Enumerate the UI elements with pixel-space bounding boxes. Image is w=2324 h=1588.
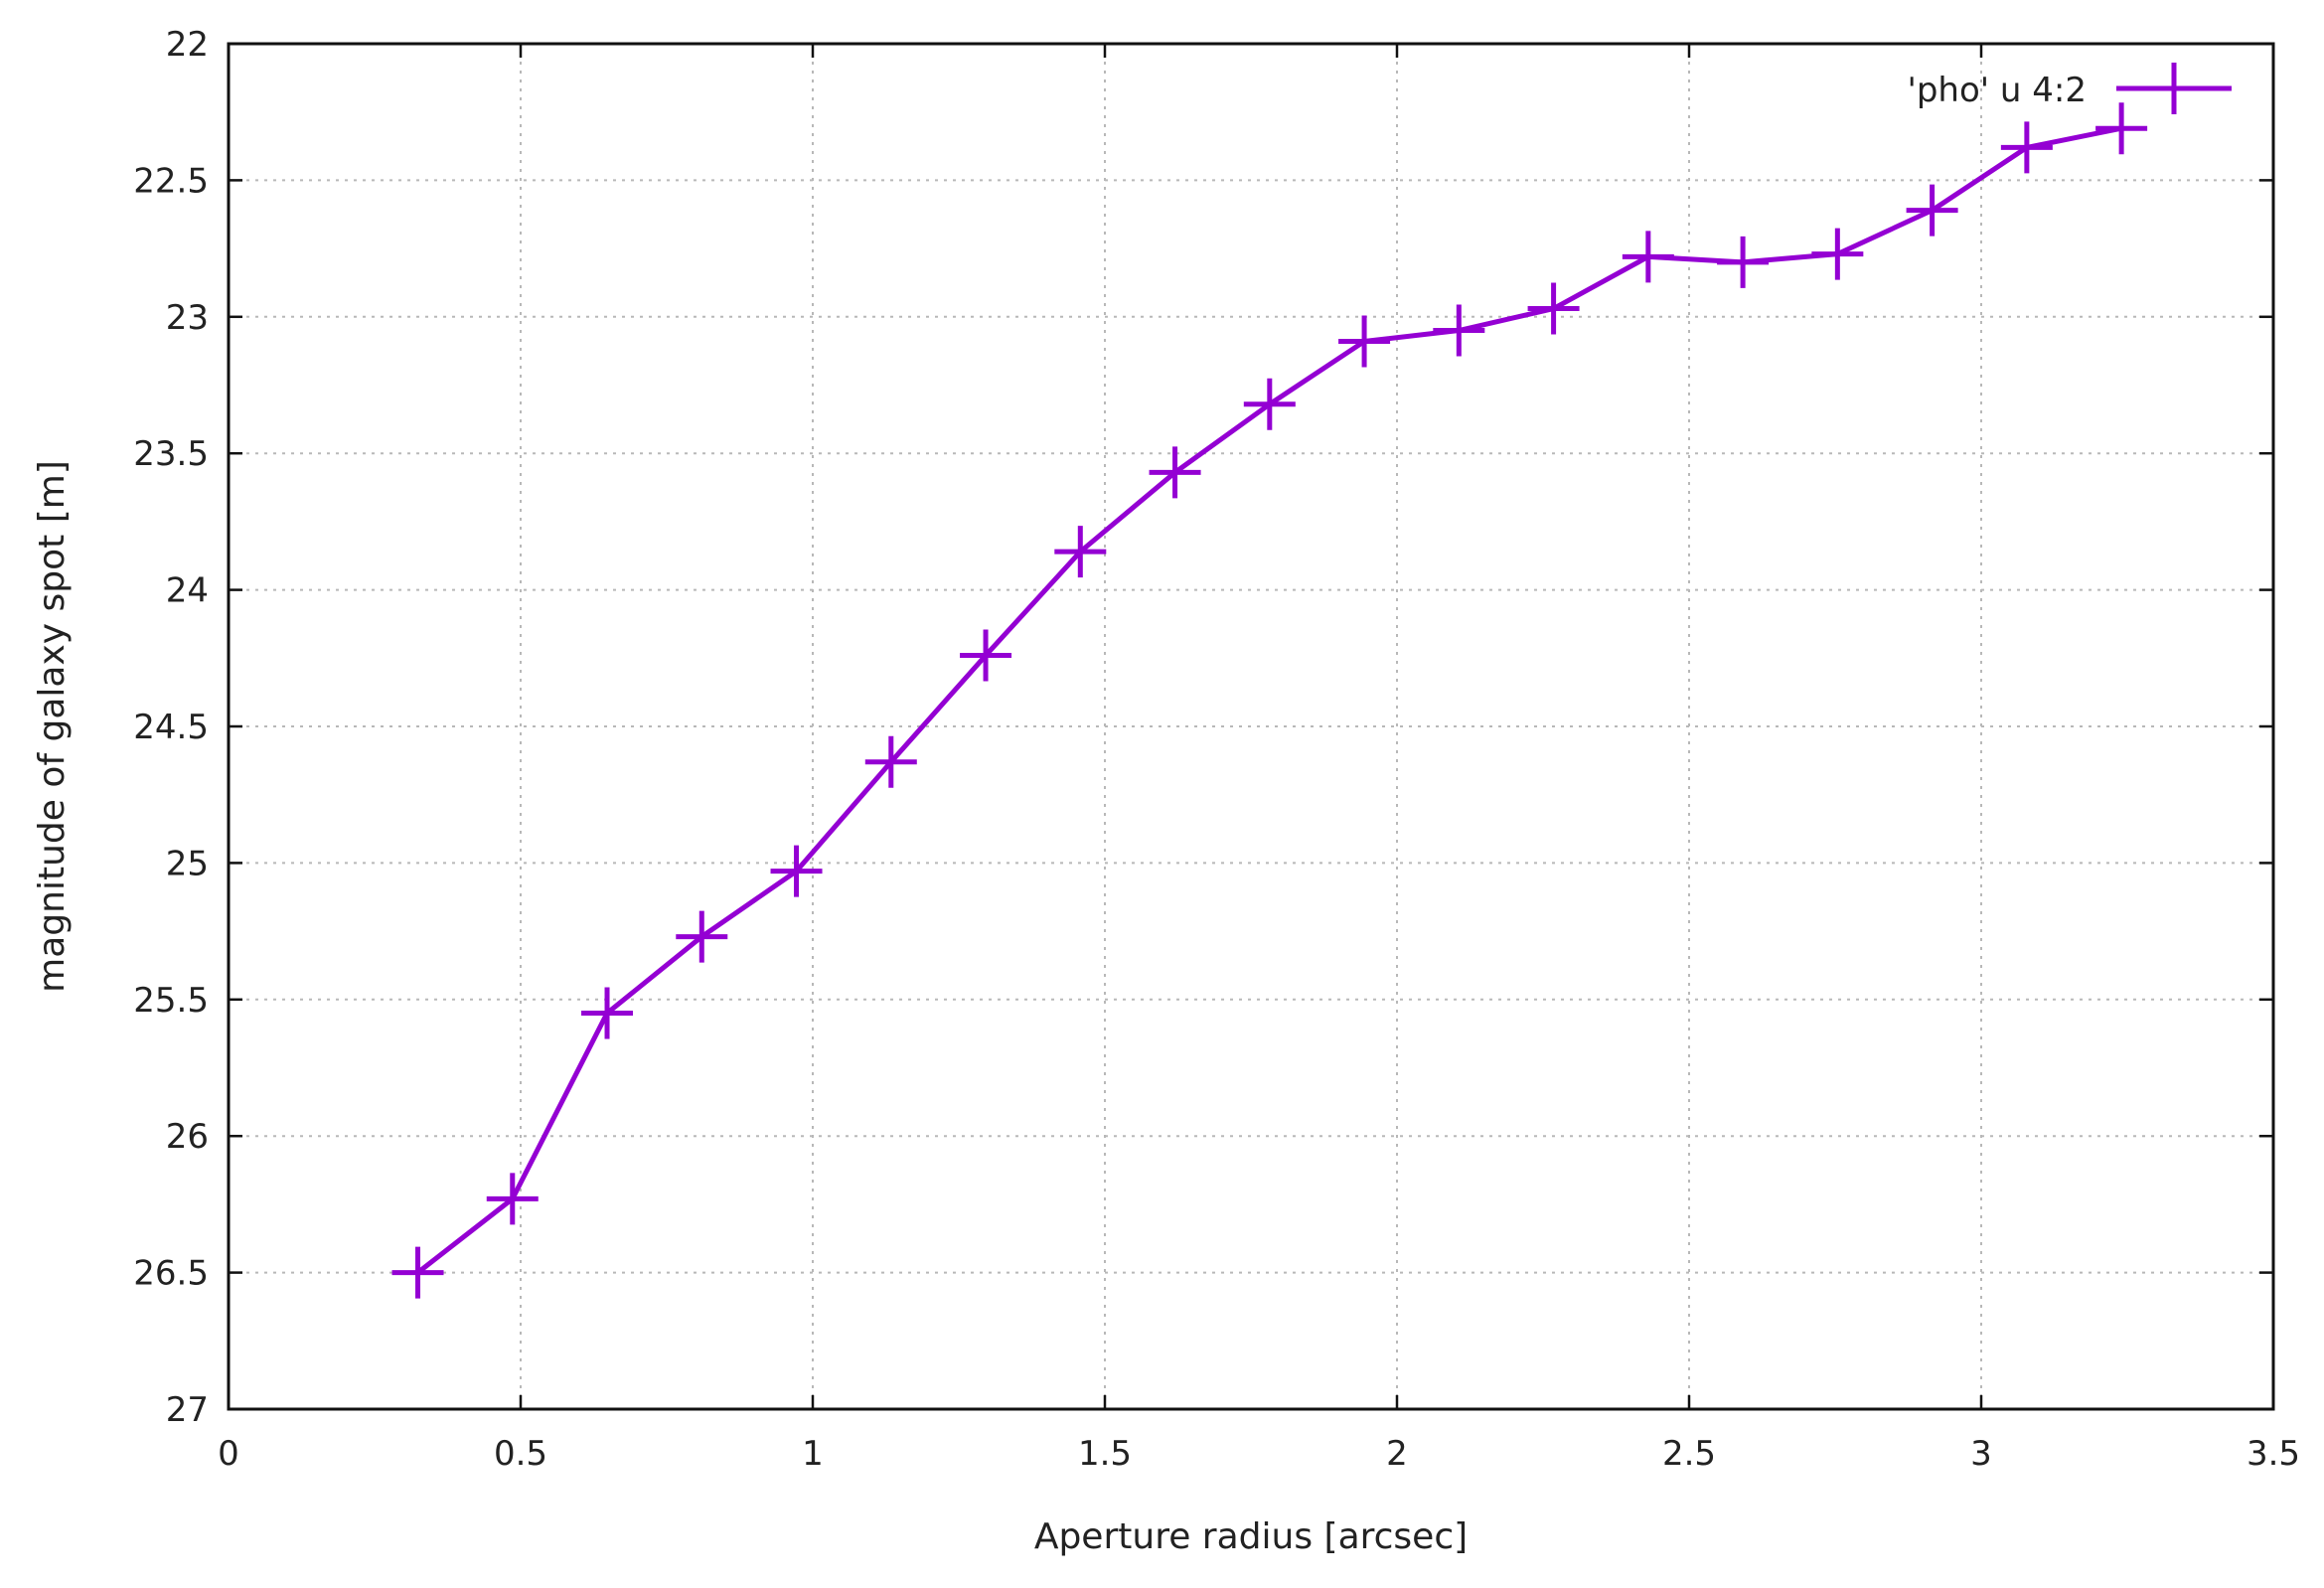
data-point-marker [2000,121,2053,174]
y-tick-label: 22 [166,25,209,65]
data-point-marker [1149,446,1201,499]
series-layer [391,102,2148,1299]
legend: 'pho' u 4:2 [1907,63,2232,114]
y-tick-label: 25.5 [133,981,209,1021]
y-tick-label: 25 [166,844,209,883]
y-tick-label: 24 [166,571,209,611]
y-tick-labels: 22 22.5 23 23.5 24 24.5 25 25.5 26 26.5 27 [133,25,209,1430]
x-tick-labels: 0 0.5 1 1.5 2 2.5 3 3.5 [218,1434,2300,1474]
x-tick-label: 2.5 [1662,1434,1716,1474]
data-point-marker [770,845,823,897]
data-point-marker [960,629,1012,682]
data-point-marker [1338,315,1391,368]
x-tick-label: 1.5 [1078,1434,1132,1474]
data-point-marker [1433,304,1485,357]
data-point-marker [2095,102,2148,155]
plot-frame [227,42,2275,1411]
y-tick-label: 23 [166,298,209,338]
y-tick-label: 26.5 [133,1254,209,1294]
legend-plus [2148,63,2200,114]
y-axis-label: magnitude of galaxy spot [m] [32,460,73,993]
x-axis-label: Aperture radius [arcsec] [1034,1516,1468,1557]
y-tick-label: 24.5 [133,708,209,747]
x-tick-label: 0.5 [494,1434,547,1474]
x-tick-label: 0 [218,1434,239,1474]
legend-label: 'pho' u 4:2 [1907,71,2087,110]
x-tick-label: 2 [1386,1434,1408,1474]
data-point-marker [391,1246,444,1299]
data-point-marker [486,1173,539,1225]
y-tick-label: 26 [166,1117,209,1157]
data-point-marker [1054,526,1107,578]
data-point-marker [864,735,917,788]
data-point-marker [581,987,634,1039]
data-point-marker [1906,184,1958,237]
data-point-marker [1811,228,1864,280]
data-point-marker [676,910,728,963]
y-tick-label: 22.5 [133,161,209,201]
grid [229,44,2273,1409]
x-tick-label: 3.5 [2247,1434,2300,1474]
data-point-marker [1622,231,1674,283]
x-tick-label: 3 [1970,1434,1992,1474]
data-point-marker [1527,282,1580,335]
data-point-marker [1717,236,1770,288]
x-tick-label: 1 [802,1434,824,1474]
y-tick-label: 23.5 [133,434,209,474]
y-tick-label: 27 [166,1390,209,1430]
series-line [415,125,2122,1275]
data-point-marker [1243,378,1296,430]
legend-plus-marker [2148,63,2200,114]
